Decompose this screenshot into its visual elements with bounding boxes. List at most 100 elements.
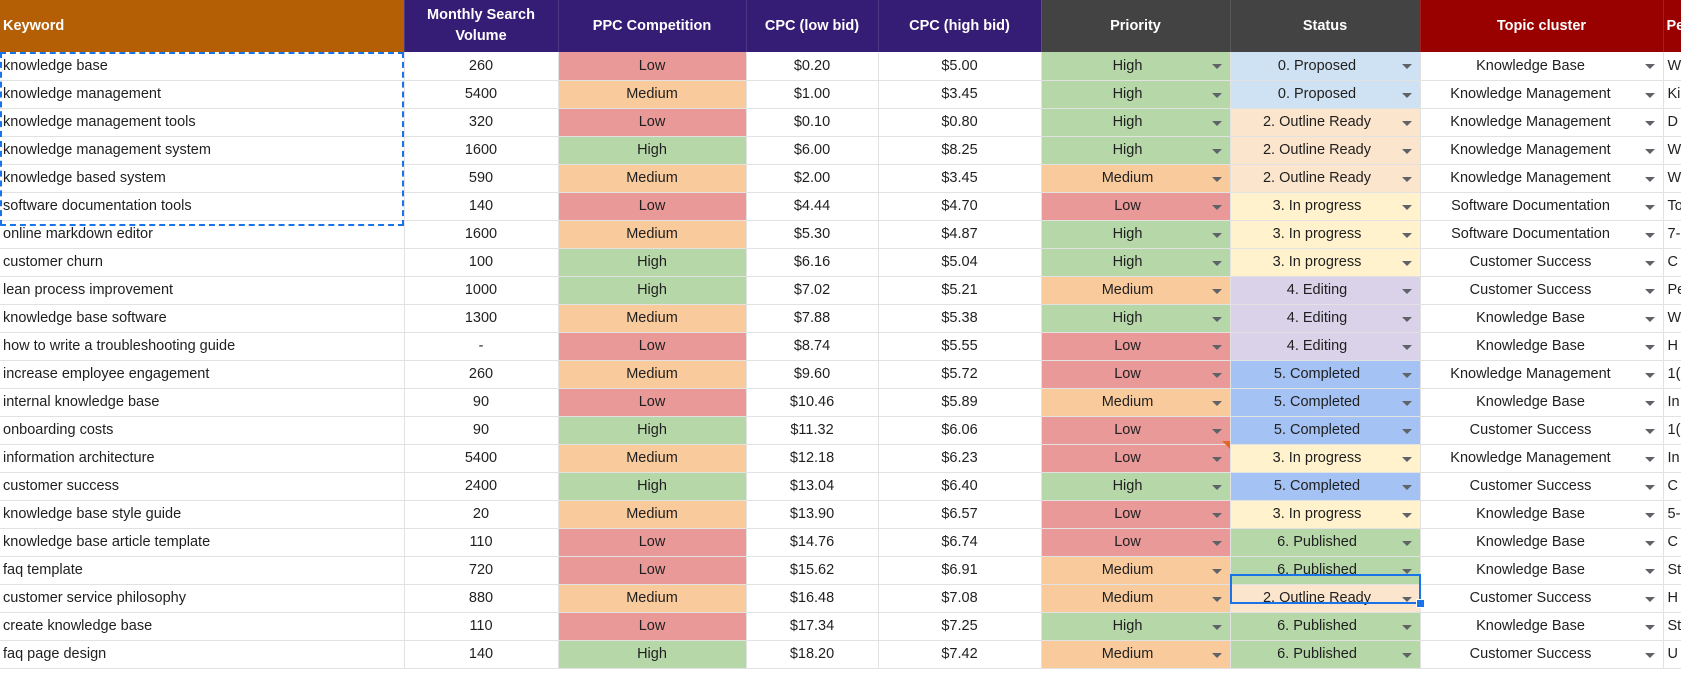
- ppc-competition-cell[interactable]: High: [558, 640, 747, 669]
- cpc-high-cell[interactable]: $5.38: [878, 304, 1042, 333]
- column-header[interactable]: CPC (low bid): [746, 0, 879, 52]
- priority-dropdown[interactable]: High: [1041, 136, 1231, 165]
- cpc-low-cell[interactable]: $15.62: [746, 556, 879, 585]
- status-dropdown[interactable]: 5. Completed: [1230, 388, 1421, 417]
- priority-dropdown[interactable]: Low: [1041, 192, 1231, 221]
- status-dropdown[interactable]: 2. Outline Ready: [1230, 584, 1421, 613]
- status-dropdown[interactable]: 2. Outline Ready: [1230, 136, 1421, 165]
- search-volume-cell[interactable]: 140: [404, 192, 559, 221]
- cpc-high-cell[interactable]: $5.21: [878, 276, 1042, 305]
- topic-cluster-dropdown[interactable]: Knowledge Management: [1420, 80, 1664, 109]
- cpc-low-cell[interactable]: $10.46: [746, 388, 879, 417]
- keyword-cell[interactable]: customer churn: [0, 248, 405, 277]
- dropdown-arrow-icon[interactable]: [1401, 92, 1412, 98]
- dropdown-arrow-icon[interactable]: [1211, 652, 1222, 658]
- priority-dropdown[interactable]: Low: [1041, 332, 1231, 361]
- truncated-cell[interactable]: W: [1663, 136, 1681, 165]
- keyword-cell[interactable]: customer service philosophy: [0, 584, 405, 613]
- ppc-competition-cell[interactable]: Medium: [558, 220, 747, 249]
- cpc-high-cell[interactable]: $5.89: [878, 388, 1042, 417]
- cpc-low-cell[interactable]: $9.60: [746, 360, 879, 389]
- topic-cluster-dropdown[interactable]: Customer Success: [1420, 584, 1664, 613]
- priority-dropdown[interactable]: High: [1041, 472, 1231, 501]
- truncated-cell[interactable]: In: [1663, 388, 1681, 417]
- dropdown-arrow-icon[interactable]: [1644, 540, 1655, 546]
- dropdown-arrow-icon[interactable]: [1401, 372, 1412, 378]
- search-volume-cell[interactable]: 1600: [404, 136, 559, 165]
- dropdown-arrow-icon[interactable]: [1211, 232, 1222, 238]
- dropdown-arrow-icon[interactable]: [1211, 260, 1222, 266]
- cpc-high-cell[interactable]: $6.57: [878, 500, 1042, 529]
- dropdown-arrow-icon[interactable]: [1644, 484, 1655, 490]
- status-dropdown[interactable]: 4. Editing: [1230, 276, 1421, 305]
- column-header[interactable]: Topic cluster: [1420, 0, 1664, 52]
- priority-dropdown[interactable]: Medium: [1041, 556, 1231, 585]
- priority-dropdown[interactable]: Low: [1041, 500, 1231, 529]
- cpc-low-cell[interactable]: $18.20: [746, 640, 879, 669]
- keyword-cell[interactable]: onboarding costs: [0, 416, 405, 445]
- status-dropdown[interactable]: 4. Editing: [1230, 304, 1421, 333]
- ppc-competition-cell[interactable]: Medium: [558, 164, 747, 193]
- ppc-competition-cell[interactable]: High: [558, 276, 747, 305]
- priority-dropdown[interactable]: Medium: [1041, 276, 1231, 305]
- keyword-cell[interactable]: how to write a troubleshooting guide: [0, 332, 405, 361]
- ppc-competition-cell[interactable]: Low: [558, 332, 747, 361]
- cpc-low-cell[interactable]: $4.44: [746, 192, 879, 221]
- cpc-high-cell[interactable]: $0.80: [878, 108, 1042, 137]
- ppc-competition-cell[interactable]: Medium: [558, 444, 747, 473]
- dropdown-arrow-icon[interactable]: [1644, 344, 1655, 350]
- column-header[interactable]: CPC (high bid): [878, 0, 1042, 52]
- truncated-cell[interactable]: 7-: [1663, 220, 1681, 249]
- keyword-cell[interactable]: information architecture: [0, 444, 405, 473]
- dropdown-arrow-icon[interactable]: [1644, 148, 1655, 154]
- dropdown-arrow-icon[interactable]: [1401, 456, 1412, 462]
- dropdown-arrow-icon[interactable]: [1401, 428, 1412, 434]
- topic-cluster-dropdown[interactable]: Knowledge Management: [1420, 136, 1664, 165]
- cpc-high-cell[interactable]: $7.25: [878, 612, 1042, 641]
- dropdown-arrow-icon[interactable]: [1401, 512, 1412, 518]
- cpc-high-cell[interactable]: $5.55: [878, 332, 1042, 361]
- truncated-cell[interactable]: To: [1663, 192, 1681, 221]
- cpc-low-cell[interactable]: $12.18: [746, 444, 879, 473]
- dropdown-arrow-icon[interactable]: [1211, 64, 1222, 69]
- search-volume-cell[interactable]: 2400: [404, 472, 559, 501]
- cpc-low-cell[interactable]: $1.00: [746, 80, 879, 109]
- status-dropdown[interactable]: 5. Completed: [1230, 360, 1421, 389]
- ppc-competition-cell[interactable]: Low: [558, 192, 747, 221]
- dropdown-arrow-icon[interactable]: [1644, 176, 1655, 182]
- ppc-competition-cell[interactable]: Medium: [558, 500, 747, 529]
- dropdown-arrow-icon[interactable]: [1644, 316, 1655, 322]
- search-volume-cell[interactable]: 260: [404, 360, 559, 389]
- column-header[interactable]: Pe: [1663, 0, 1681, 52]
- dropdown-arrow-icon[interactable]: [1401, 64, 1412, 69]
- truncated-cell[interactable]: W: [1663, 52, 1681, 81]
- cpc-low-cell[interactable]: $16.48: [746, 584, 879, 613]
- priority-dropdown[interactable]: High: [1041, 612, 1231, 641]
- priority-dropdown[interactable]: High: [1041, 248, 1231, 277]
- cpc-high-cell[interactable]: $6.23: [878, 444, 1042, 473]
- ppc-competition-cell[interactable]: Low: [558, 556, 747, 585]
- keyword-cell[interactable]: faq page design: [0, 640, 405, 669]
- truncated-cell[interactable]: In: [1663, 444, 1681, 473]
- truncated-cell[interactable]: 1(: [1663, 416, 1681, 445]
- dropdown-arrow-icon[interactable]: [1644, 400, 1655, 406]
- status-dropdown[interactable]: 2. Outline Ready: [1230, 164, 1421, 193]
- cpc-high-cell[interactable]: $6.40: [878, 472, 1042, 501]
- cpc-low-cell[interactable]: $6.16: [746, 248, 879, 277]
- dropdown-arrow-icon[interactable]: [1644, 568, 1655, 574]
- dropdown-arrow-icon[interactable]: [1401, 540, 1412, 546]
- keyword-cell[interactable]: lean process improvement: [0, 276, 405, 305]
- dropdown-arrow-icon[interactable]: [1211, 316, 1222, 322]
- search-volume-cell[interactable]: 1000: [404, 276, 559, 305]
- status-dropdown[interactable]: 5. Completed: [1230, 472, 1421, 501]
- truncated-cell[interactable]: D: [1663, 108, 1681, 137]
- topic-cluster-dropdown[interactable]: Knowledge Base: [1420, 304, 1664, 333]
- cpc-low-cell[interactable]: $0.10: [746, 108, 879, 137]
- ppc-competition-cell[interactable]: Medium: [558, 584, 747, 613]
- ppc-competition-cell[interactable]: High: [558, 248, 747, 277]
- search-volume-cell[interactable]: 110: [404, 612, 559, 641]
- dropdown-arrow-icon[interactable]: [1644, 652, 1655, 658]
- keyword-cell[interactable]: knowledge base article template: [0, 528, 405, 557]
- keyword-cell[interactable]: knowledge base style guide: [0, 500, 405, 529]
- dropdown-arrow-icon[interactable]: [1211, 624, 1222, 630]
